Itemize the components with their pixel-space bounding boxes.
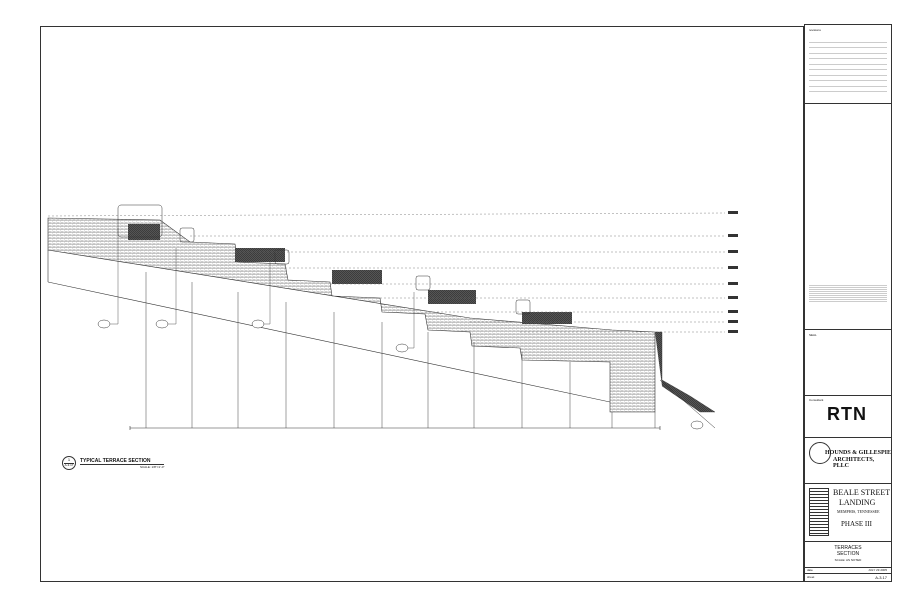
- project-box: BEALE STREET LANDING MEMPHIS, TENNESSEE …: [805, 483, 891, 540]
- seal-box: SEAL: [805, 329, 891, 392]
- sheet-number: A-3.17: [875, 575, 887, 580]
- sheet-scale: SCALE: AS NOTED: [834, 558, 862, 562]
- sheet-title-box: TERRACES SECTION SCALE: AS NOTED: [805, 541, 891, 566]
- project-name-2: LANDING: [839, 498, 876, 507]
- date-value: JULY 29 2005: [868, 568, 887, 572]
- architect-seal-icon: [809, 442, 831, 464]
- drawing-scale: SCALE: 1/8"=1'-0": [140, 465, 165, 469]
- revisions-box: revisions: [805, 25, 891, 101]
- consultant-box: Consultant RTN: [805, 395, 891, 436]
- sheet-title-1: TERRACES: [834, 545, 862, 551]
- project-name-1: BEALE STREET: [833, 488, 891, 497]
- planter-3: [332, 270, 382, 284]
- project-phase: PHASE III: [841, 520, 872, 528]
- architect-name-1: HOUNDS & GILLESPIE: [825, 450, 892, 456]
- drawing-title: TYPICAL TERRACE SECTION: [80, 458, 164, 465]
- drawing-sheet-border: [40, 26, 804, 582]
- architect-box: HOUNDS & GILLESPIE ARCHITECTS, PLLC: [805, 437, 891, 482]
- section-marker-sheet: A-3.17: [64, 463, 74, 467]
- consultant-label: Consultant: [809, 398, 824, 402]
- planter-4: [428, 290, 476, 304]
- planter-1: [128, 224, 160, 240]
- architect-name-2: ARCHITECTS, PLLC: [833, 457, 875, 469]
- consultant-logo: RTN: [827, 404, 867, 424]
- revisions-label: revisions: [809, 28, 821, 32]
- date-label: date: [807, 568, 813, 572]
- date-row: date JULY 29 2005: [805, 567, 891, 574]
- project-logo-icon: [809, 488, 829, 536]
- title-block: revisions SEAL Consultant RTN HOUNDS & G…: [804, 24, 892, 582]
- seal-label: SEAL: [809, 333, 817, 337]
- project-location: MEMPHIS, TENNESSEE: [837, 509, 880, 514]
- section-marker: 1 A-3.17: [62, 456, 76, 470]
- sheet-label: sheet: [807, 575, 815, 579]
- planter-2: [235, 248, 285, 262]
- sheet-row: sheet A-3.17: [805, 573, 891, 581]
- notes-box: [805, 103, 891, 304]
- section-marker-number: 1: [67, 457, 71, 462]
- sheet-title-2: SECTION: [836, 551, 860, 557]
- planter-5: [522, 312, 572, 324]
